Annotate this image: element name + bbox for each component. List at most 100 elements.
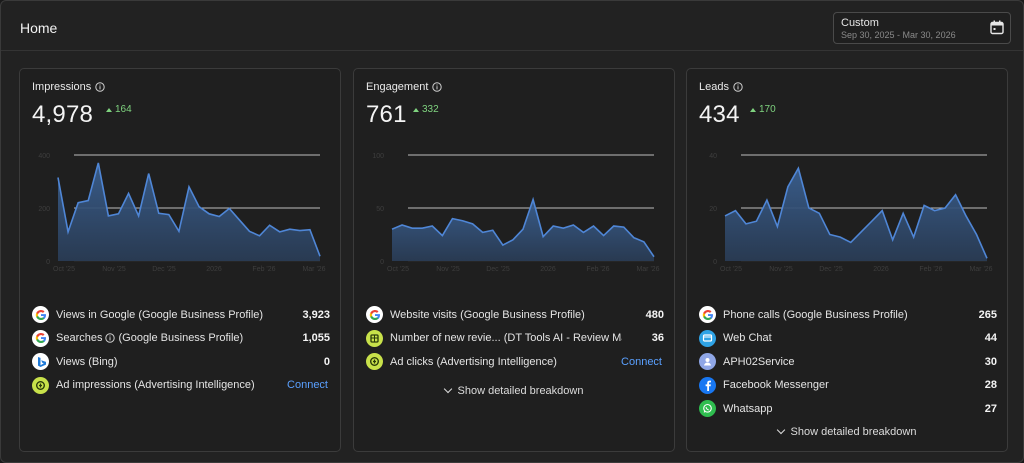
row-label: APH02Service: [723, 355, 795, 368]
x-tick-label: Nov '25: [436, 266, 460, 273]
leads-chart: 0 20 40 Oct '25 Nov '25 Dec '25 2026 Feb '26 Mar…: [709, 153, 992, 273]
up-arrow-icon: [750, 107, 756, 112]
y-tick-label: 0: [713, 259, 717, 266]
y-tick-label: 40: [709, 153, 717, 160]
row-value: 3,923: [302, 308, 330, 321]
row-label: Phone calls (Google Business Profile): [723, 308, 908, 321]
advertising-icon: [366, 353, 383, 371]
connect-link[interactable]: Connect: [621, 355, 662, 368]
x-tick-label: Feb '26: [586, 266, 609, 273]
list-item: Views in Google (Google Business Profile…: [32, 303, 330, 327]
row-value: 265: [978, 308, 997, 321]
user-icon: [699, 353, 716, 371]
google-icon: [366, 306, 383, 324]
row-label: Views in Google (Google Business Profile…: [56, 308, 264, 321]
row-label: Searches (Google Business Profile): [56, 332, 243, 344]
row-label: Views (Bing): [56, 355, 118, 368]
page-title: Home: [20, 20, 58, 36]
y-tick-label: 200: [38, 206, 50, 213]
list-item: Phone calls (Google Business Profile) 26…: [699, 303, 997, 327]
info-icon[interactable]: [105, 333, 116, 343]
info-icon[interactable]: [95, 82, 105, 92]
card-title-row: Leads: [699, 81, 743, 93]
row-label: Number of new revie... (DT Tools AI - Re…: [390, 332, 622, 345]
source-list: Views in Google (Google Business Profile…: [32, 303, 330, 397]
show-breakdown-button[interactable]: Show detailed breakdown: [687, 425, 1007, 438]
y-tick-label: 0: [46, 259, 50, 266]
top-bar: Home Custom Sep 30, 2025 - Mar 30, 2026: [1, 1, 1023, 51]
calendar-icon[interactable]: [990, 20, 1004, 35]
card-delta: 170: [750, 104, 776, 115]
card-title-row: Engagement: [366, 81, 443, 93]
x-tick-label: Feb '26: [919, 266, 942, 273]
area-fill: [58, 162, 320, 261]
chevron-down-icon: [443, 384, 452, 394]
row-label: Ad clicks (Advertising Intelligence): [390, 355, 557, 368]
x-tick-label: Mar '26: [636, 266, 659, 273]
row-label: Website visits (Google Business Profile): [390, 308, 585, 321]
row-value: 44: [984, 332, 997, 345]
x-tick-label: Oct '25: [53, 266, 75, 273]
up-arrow-icon: [106, 107, 112, 112]
connect-link[interactable]: Connect: [287, 379, 328, 392]
y-tick-label: 20: [709, 206, 717, 213]
delta-value: 332: [422, 104, 439, 115]
leads-card: Leads 434 170 0 20 40 Oct '25 Nov '25 Dec '25…: [686, 68, 1008, 452]
y-tick-label: 50: [376, 206, 384, 213]
x-tick-label: Dec '25: [819, 266, 843, 273]
x-tick-label: Feb '26: [252, 266, 275, 273]
card-total: 434: [699, 101, 740, 128]
x-tick-label: Nov '25: [769, 266, 793, 273]
x-tick-label: Dec '25: [152, 266, 176, 273]
chevron-down-icon: [776, 425, 785, 435]
impressions-card: Impressions 4,978 164 0 200 400 Oct '25 Nov …: [19, 68, 341, 452]
list-item: Searches (Google Business Profile) 1,055: [32, 327, 330, 351]
info-icon[interactable]: [432, 82, 443, 92]
date-range-picker[interactable]: Custom Sep 30, 2025 - Mar 30, 2026: [833, 12, 1011, 44]
x-tick-label: 2026: [540, 266, 556, 273]
list-item: Whatsapp 27: [699, 397, 997, 421]
row-value: 30: [984, 355, 997, 368]
card-total: 4,978: [32, 101, 94, 128]
impressions-chart: 0 200 400 Oct '25 Nov '25 Dec '25 2026 Feb '26 M…: [38, 153, 325, 273]
y-tick-label: 400: [38, 153, 50, 160]
bing-icon: [32, 353, 49, 371]
google-icon: [699, 306, 716, 324]
row-value: 36: [651, 332, 664, 345]
source-list: Website visits (Google Business Profile)…: [366, 303, 664, 374]
source-list: Phone calls (Google Business Profile) 26…: [699, 303, 997, 421]
card-title: Impressions: [32, 81, 92, 93]
list-item: Web Chat 44: [699, 327, 997, 351]
row-label: Whatsapp: [723, 402, 773, 415]
row-label: Facebook Messenger: [723, 379, 829, 392]
row-value: 480: [645, 308, 664, 321]
list-item: Website visits (Google Business Profile)…: [366, 303, 664, 327]
row-label-text: Searches: [56, 332, 103, 345]
breakdown-label: Show detailed breakdown: [457, 385, 584, 397]
row-label: Web Chat: [723, 332, 772, 345]
series-line: [391, 196, 655, 258]
delta-value: 170: [759, 104, 776, 115]
list-item: Facebook Messenger 28: [699, 374, 997, 398]
info-icon[interactable]: [733, 82, 743, 92]
y-tick-label: 100: [372, 153, 384, 160]
card-delta: 332: [413, 104, 439, 115]
x-tick-label: Oct '25: [720, 266, 742, 273]
breakdown-label: Show detailed breakdown: [790, 426, 917, 438]
row-value: 0: [323, 355, 330, 368]
area-fill: [725, 168, 987, 261]
card-total: 761: [366, 101, 407, 128]
row-value: 28: [984, 379, 997, 392]
show-breakdown-button[interactable]: Show detailed breakdown: [354, 384, 674, 397]
card-title: Leads: [699, 81, 729, 93]
y-tick-label: 0: [380, 259, 384, 266]
x-tick-label: Oct '25: [387, 266, 409, 273]
x-tick-label: 2026: [206, 266, 222, 273]
list-item: Ad clicks (Advertising Intelligence) Con…: [366, 350, 664, 374]
facebook-icon: [699, 376, 716, 394]
list-item: Views (Bing) 0: [32, 350, 330, 374]
x-tick-label: Nov '25: [102, 266, 126, 273]
google-icon: [32, 306, 49, 324]
engagement-card: Engagement 761 332 0 50 100 Oct '25 Nov '25 D…: [353, 68, 675, 452]
